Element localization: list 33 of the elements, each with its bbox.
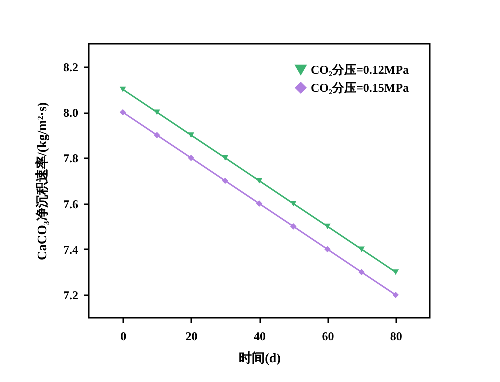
legend-label: CO₂分压=0.12MPa [311, 63, 410, 77]
point [392, 292, 400, 298]
point [120, 86, 126, 92]
y-tick-label: 8.0 [64, 106, 78, 120]
y-tick-label: 7.2 [64, 288, 78, 303]
point [256, 178, 263, 184]
point [188, 155, 194, 162]
y-tick-label: 7.8 [64, 152, 78, 166]
x-axis-title: 时间(d) [239, 350, 281, 366]
x-tick-label: 80 [390, 330, 402, 344]
point [120, 109, 126, 116]
point [154, 132, 160, 138]
x-tick-label: 0 [120, 330, 127, 344]
point [222, 155, 229, 161]
x-tick-label: 20 [186, 330, 198, 344]
point [358, 246, 365, 252]
y-axis-title: CaCO₃净沉积速率/(kg/m²·s) [34, 102, 50, 261]
point [188, 132, 194, 138]
x-tick-label: 60 [322, 330, 334, 344]
x-tick-label: 40 [254, 330, 266, 344]
y-tick-label: 7.6 [64, 197, 78, 212]
point [392, 270, 400, 276]
y-tick-label: 8.2 [64, 60, 78, 74]
point [324, 224, 331, 230]
point [222, 178, 229, 184]
point [290, 224, 297, 230]
y-tick-label: 7.4 [64, 243, 78, 257]
point [324, 246, 331, 253]
point [290, 201, 297, 207]
legend-label: CO₂分压=0.15MPa [311, 81, 410, 95]
point [256, 200, 263, 207]
point [154, 110, 160, 116]
point [358, 269, 365, 276]
